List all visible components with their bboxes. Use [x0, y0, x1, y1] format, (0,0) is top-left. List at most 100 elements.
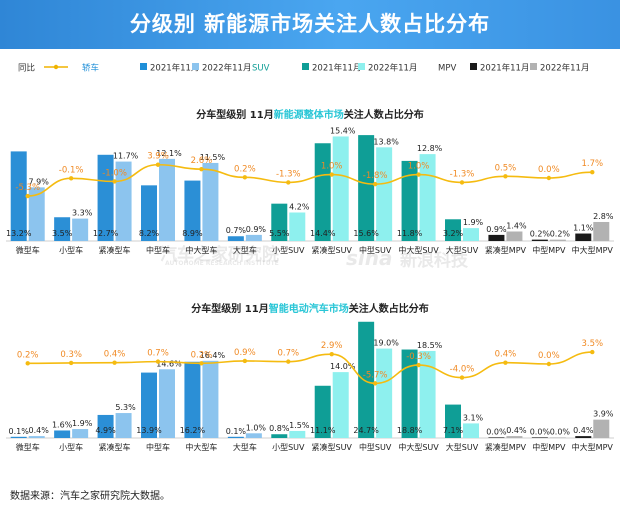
- bar-label-2021-7: 14.4%: [310, 229, 336, 238]
- title-banner: 分级别 新能源市场关注人数占比分布: [0, 0, 620, 49]
- category-label-6: 小型SUV: [272, 246, 305, 255]
- bar-2021-0: [10, 151, 27, 241]
- bar-label-2021-1: 1.6%: [52, 420, 73, 429]
- yoy-label-6: 0.7%: [277, 349, 299, 359]
- bar-label-2021-11: 0.0%: [486, 427, 507, 436]
- legend-label-2: 2021年11月: [150, 63, 199, 74]
- chart-ev-overall-svg: 分车型级别 11月新能源整体市场关注人数占比分布 13.2% 7.9% 微型车 3.5%…: [6, 108, 614, 255]
- yoy-point-10: [459, 180, 465, 185]
- bar-2022-6: [289, 212, 306, 241]
- yoy-label-12: 0.0%: [538, 351, 560, 361]
- category-label-12: 中型MPV: [532, 245, 566, 255]
- bar-label-2022-10: 3.1%: [463, 413, 484, 422]
- bar-label-2022-4: 11.5%: [200, 153, 226, 162]
- bar-2021-12: [531, 437, 548, 438]
- bar-2021-6: [271, 203, 288, 241]
- yoy-label-4: 0.2%: [191, 350, 213, 360]
- yoy-label-7: 2.9%: [321, 341, 343, 351]
- bar-2021-8: [358, 321, 375, 438]
- yoy-point-9: [416, 172, 421, 177]
- bar-label-2021-9: 18.8%: [397, 426, 423, 435]
- category-label-10: 大型SUV: [446, 442, 479, 452]
- chart-title-highlight: 智能电动汽车市场: [269, 302, 349, 315]
- bar-label-2021-13: 1.1%: [573, 224, 594, 233]
- yoy-point-13: [590, 349, 595, 355]
- yoy-point-7: [329, 351, 334, 357]
- bar-label-2021-13: 0.4%: [573, 426, 594, 435]
- bar-label-2022-12: 0.2%: [550, 230, 571, 239]
- category-label-9: 中大型SUV: [398, 442, 439, 452]
- yoy-label-10: -1.3%: [450, 169, 475, 179]
- bar-label-2022-3: 12.1%: [156, 149, 182, 158]
- category-label-13: 中大型MPV: [572, 245, 614, 255]
- bar-label-2021-6: 5.5%: [269, 229, 290, 238]
- category-label-8: 中型SUV: [359, 442, 392, 452]
- bar-2021-10: [445, 404, 461, 438]
- yoy-point-11: [503, 360, 508, 365]
- yoy-label-13: 3.5%: [581, 339, 603, 349]
- category-label-2: 紧凑型车: [99, 245, 131, 255]
- yoy-label-2: -1.0%: [102, 168, 127, 178]
- yoy-label-5: 0.2%: [234, 164, 256, 174]
- category-label-1: 小型车: [59, 442, 83, 452]
- legend-swatch-6: [358, 63, 365, 70]
- category-label-13: 中大型MPV: [572, 442, 614, 452]
- chart-title-highlight: 新能源整体市场: [274, 108, 344, 121]
- bar-2021-7: [314, 385, 331, 438]
- bar-2022-13: [593, 419, 610, 438]
- yoy-label-8: -5.7%: [363, 370, 388, 380]
- bar-label-2022-8: 19.0%: [373, 339, 399, 348]
- bar-2022-2: [115, 413, 132, 438]
- bar-label-2021-10: 7.1%: [443, 426, 464, 435]
- bar-label-2021-7: 11.1%: [310, 426, 336, 435]
- category-label-5: 大型车: [233, 442, 257, 452]
- bar-2021-0: [10, 436, 27, 438]
- yoy-label-13: 1.7%: [581, 159, 603, 169]
- yoy-point-6: [286, 180, 291, 185]
- bar-2021-4: [184, 180, 201, 241]
- chart-smart-ev: 分车型级别 11月智能电动汽车市场关注人数占比分布 0.1% 0.4% 微型车 1.6%…: [0, 292, 620, 468]
- legend-label-8: 2021年11月: [480, 63, 529, 74]
- bar-2022-7: [332, 372, 349, 438]
- bar-2022-11: [506, 436, 523, 438]
- bar-label-2021-0: 0.1%: [9, 427, 30, 436]
- yoy-point-3: [155, 359, 161, 364]
- bar-label-2022-2: 5.3%: [115, 403, 136, 412]
- bar-label-2021-12: 0.2%: [530, 230, 551, 239]
- yoy-label-3: 0.7%: [147, 349, 169, 359]
- bar-2022-4: [202, 162, 219, 241]
- yoy-label-4: 2.6%: [191, 156, 213, 166]
- bar-label-2022-8: 13.8%: [373, 137, 399, 146]
- data-source: 数据来源：汽车之家研究院大数据。: [10, 491, 170, 502]
- watermark-autohome: 汽车之家研究院: [160, 245, 279, 265]
- yoy-label-6: -1.3%: [276, 169, 301, 179]
- bar-2021-3: [141, 185, 157, 241]
- page-title: 分级别 新能源市场关注人数占比分布: [129, 12, 491, 36]
- yoy-point-8: [372, 181, 378, 187]
- bar-2022-11: [506, 231, 523, 241]
- bar-label-2022-4: 16.4%: [200, 351, 226, 360]
- yoy-label-8: -1.8%: [363, 171, 388, 181]
- watermark-autohome-en: AUTOHOME RESEARCH INSTITUTE: [165, 260, 279, 267]
- bar-label-2021-3: 13.9%: [136, 426, 162, 435]
- yoy-label-7: 1.0%: [321, 162, 343, 172]
- bar-2021-2: [97, 154, 114, 241]
- bar-2022-5: [245, 234, 262, 241]
- bar-2022-13: [593, 221, 610, 241]
- category-label-12: 中型MPV: [532, 442, 566, 452]
- bar-label-2021-3: 8.2%: [139, 229, 160, 238]
- yoy-point-4: [199, 166, 204, 172]
- bar-label-2021-5: 0.7%: [226, 226, 247, 235]
- bar-2022-12: [549, 437, 566, 438]
- yoy-point-13: [590, 170, 595, 175]
- yoy-label-11: 0.5%: [495, 163, 517, 173]
- bar-label-2021-12: 0.0%: [530, 427, 551, 436]
- bar-2021-13: [575, 233, 592, 241]
- watermark-sina-cn: 新浪科技: [400, 251, 468, 271]
- category-label-11: 紧凑型MPV: [485, 442, 527, 452]
- yoy-point-1: [68, 176, 74, 181]
- legend-label-4: SUV: [252, 64, 270, 74]
- yoy-label-3: 3.9%: [147, 152, 169, 162]
- chart-title-prefix: 分车型级别 11月: [191, 302, 268, 315]
